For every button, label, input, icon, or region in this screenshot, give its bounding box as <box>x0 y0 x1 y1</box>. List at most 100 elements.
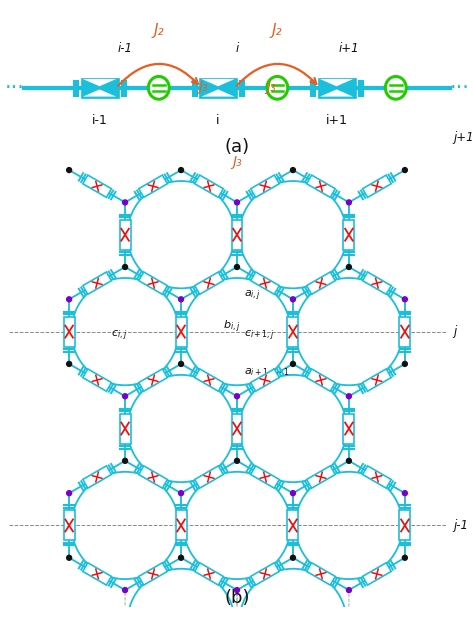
Circle shape <box>66 296 73 303</box>
Text: J₂: J₂ <box>154 24 164 38</box>
Polygon shape <box>83 272 111 294</box>
Circle shape <box>234 264 240 270</box>
Polygon shape <box>139 466 167 488</box>
Polygon shape <box>195 369 223 391</box>
Polygon shape <box>251 175 279 197</box>
Circle shape <box>66 490 73 497</box>
Polygon shape <box>201 79 235 86</box>
Text: J₃: J₃ <box>232 156 242 169</box>
Polygon shape <box>83 79 116 86</box>
Text: i+1: i+1 <box>338 42 359 55</box>
Polygon shape <box>363 466 391 488</box>
Text: J₂: J₂ <box>272 24 283 38</box>
Circle shape <box>178 296 184 303</box>
Bar <box>199 78 237 98</box>
Bar <box>288 510 299 541</box>
Text: i: i <box>236 42 238 55</box>
Polygon shape <box>83 89 116 97</box>
Polygon shape <box>195 466 223 488</box>
Circle shape <box>290 490 296 497</box>
Circle shape <box>401 554 408 561</box>
Polygon shape <box>320 79 353 86</box>
Polygon shape <box>363 272 391 294</box>
Circle shape <box>178 361 184 367</box>
Bar <box>344 414 355 443</box>
Text: i-1: i-1 <box>118 42 133 55</box>
Polygon shape <box>251 563 279 585</box>
Bar <box>288 317 299 347</box>
Text: $c_{i,j}$: $c_{i,j}$ <box>111 329 128 343</box>
Polygon shape <box>83 466 111 488</box>
Circle shape <box>122 393 128 399</box>
Circle shape <box>66 167 73 173</box>
Polygon shape <box>139 369 167 391</box>
Bar <box>400 510 410 541</box>
Circle shape <box>401 167 408 173</box>
Text: ···: ··· <box>4 78 24 98</box>
Text: i: i <box>216 113 220 126</box>
Bar <box>175 317 186 347</box>
Polygon shape <box>251 272 279 294</box>
Circle shape <box>267 76 288 99</box>
Polygon shape <box>195 175 223 197</box>
Polygon shape <box>307 466 335 488</box>
Polygon shape <box>83 369 111 391</box>
Text: i-1: i-1 <box>91 113 108 126</box>
Polygon shape <box>363 563 391 585</box>
Circle shape <box>66 361 73 367</box>
Circle shape <box>122 199 128 206</box>
Circle shape <box>401 361 408 367</box>
Text: (a): (a) <box>224 138 250 156</box>
Circle shape <box>234 458 240 464</box>
Text: j-1: j-1 <box>453 519 468 532</box>
Bar <box>231 414 243 443</box>
Bar <box>175 510 186 541</box>
Polygon shape <box>363 175 391 197</box>
Circle shape <box>148 76 169 99</box>
Text: i+1: i+1 <box>326 113 347 126</box>
Circle shape <box>346 458 352 464</box>
Text: j: j <box>453 325 456 338</box>
Bar <box>400 317 410 347</box>
Polygon shape <box>251 369 279 391</box>
Circle shape <box>346 393 352 399</box>
Circle shape <box>401 490 408 497</box>
Polygon shape <box>139 175 167 197</box>
Text: J₃: J₃ <box>198 80 208 94</box>
Text: ···: ··· <box>450 78 470 98</box>
Circle shape <box>234 393 240 399</box>
Bar <box>231 219 243 250</box>
Text: $b_{i,j}$: $b_{i,j}$ <box>223 319 241 335</box>
Circle shape <box>346 264 352 270</box>
Bar <box>119 414 130 443</box>
Circle shape <box>122 587 128 593</box>
Text: j+1: j+1 <box>453 131 474 144</box>
Polygon shape <box>307 369 335 391</box>
Bar <box>64 317 74 347</box>
Polygon shape <box>307 563 335 585</box>
Text: $c_{i+1,j}$: $c_{i+1,j}$ <box>244 329 275 343</box>
Circle shape <box>401 296 408 303</box>
Polygon shape <box>83 175 111 197</box>
Polygon shape <box>320 89 353 97</box>
Polygon shape <box>139 272 167 294</box>
Circle shape <box>66 554 73 561</box>
Circle shape <box>122 458 128 464</box>
Polygon shape <box>83 563 111 585</box>
Circle shape <box>290 167 296 173</box>
Polygon shape <box>195 563 223 585</box>
Polygon shape <box>251 466 279 488</box>
Polygon shape <box>139 563 167 585</box>
Polygon shape <box>307 272 335 294</box>
Bar <box>119 219 130 250</box>
Polygon shape <box>307 175 335 197</box>
Circle shape <box>178 490 184 497</box>
Circle shape <box>234 199 240 206</box>
Circle shape <box>234 587 240 593</box>
Circle shape <box>178 167 184 173</box>
Circle shape <box>346 587 352 593</box>
Text: $a_{i+1,j-1}$: $a_{i+1,j-1}$ <box>244 366 289 381</box>
Bar <box>81 78 118 98</box>
Circle shape <box>290 554 296 561</box>
Polygon shape <box>195 272 223 294</box>
